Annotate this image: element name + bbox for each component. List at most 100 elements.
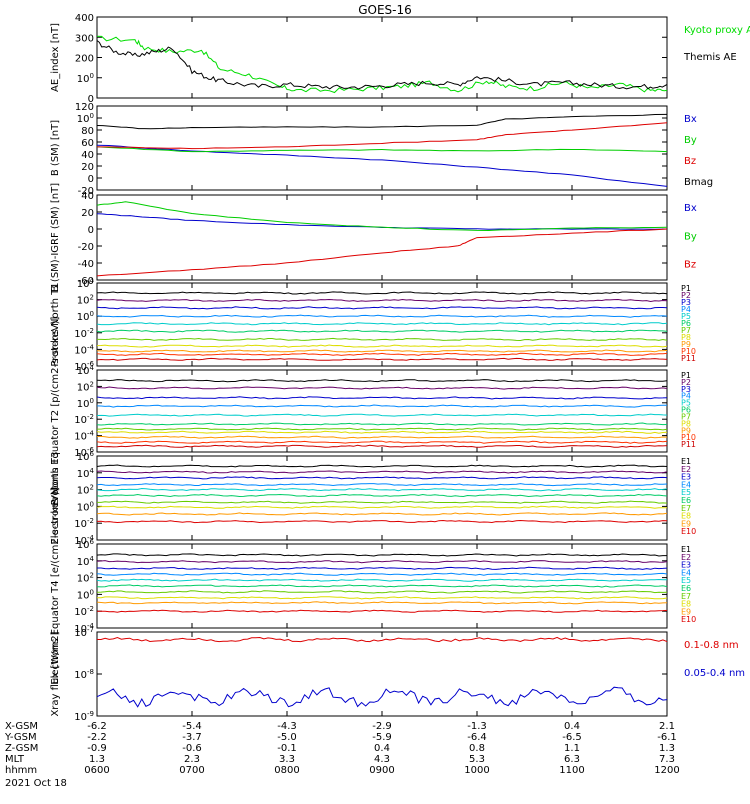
series-line-p9 (96, 349, 668, 353)
legend-entry: E9 (681, 607, 691, 616)
row-value: -4.3 (277, 721, 297, 732)
row-value: 1000 (464, 765, 489, 776)
legend-entry: By (684, 231, 697, 242)
series-line-kyoto-proxy-ae (96, 35, 668, 94)
legend-entry: P4 (681, 392, 691, 401)
legend-entry: E6 (681, 584, 691, 593)
legend-entry: By (684, 135, 697, 146)
y-tick-label: -20 (78, 186, 94, 197)
row-value: 5.3 (469, 754, 485, 765)
series-line-0-05-0-4-nm (96, 686, 668, 708)
y-tick-label: 200 (75, 54, 94, 65)
series-line-p8 (96, 430, 668, 434)
row-value: -6.4 (467, 732, 487, 743)
y-tick-label: 80 (81, 126, 94, 137)
legend: Bx By Bz (684, 203, 697, 271)
y-tick-label: 104 (77, 277, 95, 290)
legend-entry: Kyoto proxy AE (684, 25, 750, 36)
y-axis-label: Electrons North T3 (50, 451, 61, 544)
legend-entry: E10 (681, 615, 696, 624)
legend-entry: Themis AE (683, 52, 737, 63)
row-value: 2.3 (184, 754, 200, 765)
y-tick-label: 104 (77, 555, 95, 568)
legend-entry: P8 (681, 419, 691, 428)
series-line-e8 (96, 505, 668, 509)
row-value: 2.1 (659, 721, 675, 732)
y-tick-label: 300 (75, 33, 94, 44)
y-axis-label: Electrons Equator T4 [e/(cm2-s-sr-keV)] (50, 487, 61, 684)
row-label: MLT (5, 754, 25, 765)
row-value: 0.8 (469, 743, 485, 754)
y-tick-label: 0 (88, 94, 94, 105)
series-line-e2 (96, 560, 668, 564)
row-value: 1.3 (89, 754, 105, 765)
y-tick-label: 40 (81, 150, 94, 161)
row-value: -2.2 (87, 732, 107, 743)
y-tick-label: 100 (77, 500, 94, 513)
series-line-p11 (96, 357, 668, 361)
row-value: 0.4 (374, 743, 390, 754)
panel-frame (96, 455, 668, 541)
series-line-bx (96, 144, 668, 187)
series-line-p4 (96, 404, 667, 408)
y-tick-label: 60 (81, 138, 94, 149)
series-line-p1 (96, 291, 668, 295)
legend: 0.1-0.8 nm 0.05-0.4 nm (684, 640, 745, 679)
series-line-e5 (96, 578, 667, 582)
legend-entry: E5 (681, 488, 691, 497)
legend-entry: P10 (681, 433, 696, 442)
row-label: Y-GSM (4, 732, 37, 743)
legend-entry: Bz (684, 260, 696, 271)
y-tick-label: 400 (75, 13, 94, 24)
row-label: X-GSM (5, 721, 38, 732)
series-line-0-1-0-8-nm (97, 636, 668, 643)
legend-entry: E8 (681, 512, 691, 521)
y-tick-label: 100 (77, 588, 94, 601)
series-line-p9 (96, 435, 668, 439)
series-line-p4 (96, 314, 668, 318)
row-value: -5.0 (277, 732, 297, 743)
legend-entry: P9 (681, 340, 691, 349)
series-line-p3 (96, 306, 668, 310)
series-line-p7 (97, 337, 668, 342)
legend-entry: E10 (681, 527, 696, 536)
row-value: -3.7 (182, 732, 202, 743)
series-line-bmag (96, 113, 668, 130)
legend-entry: E9 (681, 519, 691, 528)
y-tick-label: 0 (88, 225, 94, 236)
legend-entry: P7 (681, 326, 691, 335)
legend-entry: E7 (681, 592, 691, 601)
y-tick-label: 10-8 (74, 668, 94, 681)
legend-entry: P2 (681, 378, 691, 387)
panel-1: 0 100 200 300 400 AE_index [nT] Kyoto proxy AE… (50, 13, 750, 105)
series-line-p10 (96, 352, 668, 356)
row-value: -6.5 (562, 732, 582, 743)
y-tick-label: 106 (77, 450, 95, 463)
row-value: -6.1 (657, 732, 677, 743)
series-line-p1 (96, 379, 668, 383)
row-value: 1.3 (659, 743, 675, 754)
series-line-e9 (96, 601, 668, 605)
series-line-themis-ae (96, 40, 668, 90)
series-line-e3 (96, 476, 668, 480)
row-value: 4.3 (374, 754, 390, 765)
y-tick-label: 10-2 (74, 327, 94, 340)
legend-entry: E4 (681, 480, 691, 489)
legend-entry: P3 (681, 298, 691, 307)
row-value: -5.4 (182, 721, 202, 732)
series-line-e3 (97, 566, 668, 570)
series-line-e10 (97, 609, 668, 613)
series-line-e2 (96, 470, 668, 474)
row-value: 6.3 (564, 754, 580, 765)
y-axis-label: Protons Equator T2 [p/(cm2-s-sr-keV)] (50, 316, 61, 505)
panel-frame (96, 194, 668, 281)
row-value: 1.1 (564, 743, 580, 754)
legend-entry: P8 (681, 333, 691, 342)
legend-entry: P4 (681, 305, 691, 314)
